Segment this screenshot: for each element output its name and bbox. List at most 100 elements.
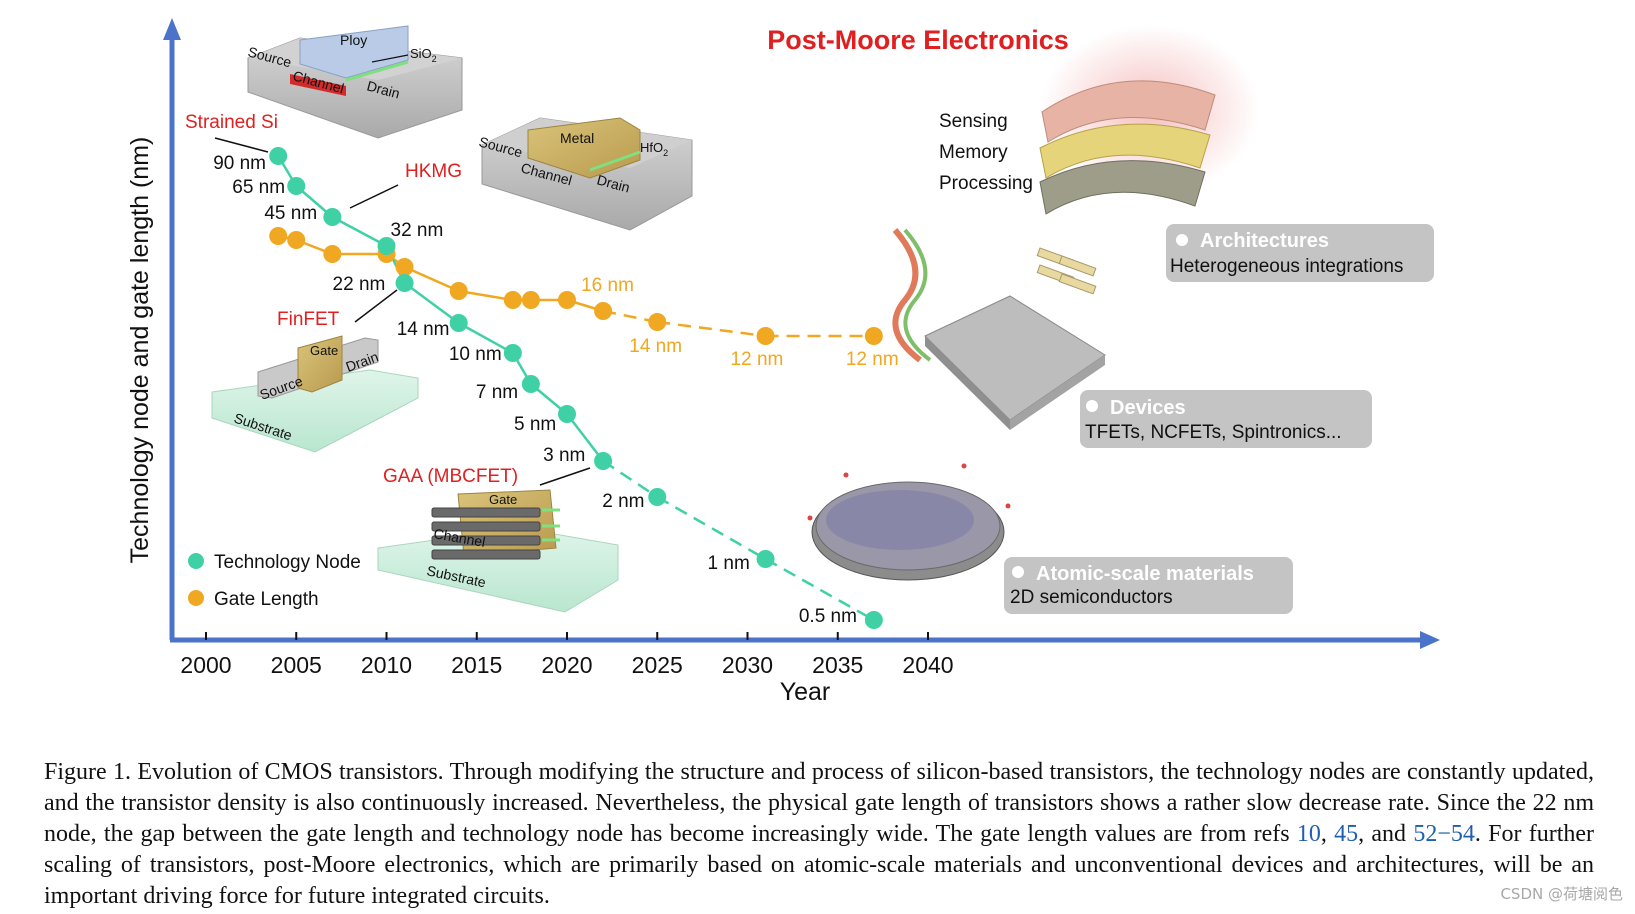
technology-node-segment	[403, 281, 460, 325]
finfet-illustration: Gate Drain Source Substrate	[211, 335, 419, 453]
technology-node-label: 10 nm	[449, 344, 502, 365]
gate-length-segment	[458, 289, 514, 302]
technology-node-point	[449, 314, 468, 332]
technology-node-label: 90 nm	[213, 153, 266, 174]
caption-ref-link[interactable]: 10	[1296, 821, 1321, 847]
watermark: CSDN @荷塘阅色	[1500, 885, 1623, 903]
technology-node-label: 45 nm	[264, 203, 317, 224]
technology-node-point	[648, 488, 667, 506]
caption-ref-link[interactable]: 52−54	[1413, 821, 1475, 847]
technology-node-segment	[458, 321, 514, 355]
gaa-illustration: Gate Channel Substrate	[377, 489, 619, 613]
series-points	[269, 147, 883, 629]
hkmg-metal-label: Metal	[560, 130, 594, 146]
x-tick-label: 2015	[451, 652, 502, 678]
caption-text: . For further scaling of transistors, po…	[44, 821, 1595, 909]
devices-box: Devices TFETs, NCFETs, Spintronics...	[1080, 390, 1372, 448]
chart-title: Post-Moore Electronics	[767, 25, 1069, 55]
legend-node-marker	[188, 553, 204, 569]
milestone-finfet: FinFET	[277, 309, 340, 330]
technology-node-label: 0.5 nm	[799, 606, 857, 627]
gate-length-label: 16 nm	[581, 275, 634, 296]
materials-box: Atomic-scale materials 2D semiconductors	[1004, 557, 1293, 614]
gate-length-point	[648, 313, 667, 331]
y-axis-label: Technology node and gate length (nm)	[126, 137, 154, 564]
milestone-hkmg: HKMG	[405, 161, 462, 182]
x-tick-label: 2035	[812, 652, 863, 678]
technology-node-point	[377, 237, 396, 255]
technology-node-point	[756, 550, 775, 568]
architectures-title: Architectures	[1200, 230, 1329, 252]
caption-ref-link[interactable]: 45	[1334, 821, 1359, 847]
legend-node-label: Technology Node	[214, 552, 361, 573]
x-tick-label: 2000	[180, 652, 231, 678]
gate-length-point	[323, 245, 342, 263]
technology-node-point	[864, 611, 883, 629]
milestone-pointer	[349, 184, 399, 209]
technology-node-point	[503, 344, 522, 362]
gate-length-label: 12 nm	[731, 349, 784, 370]
milestone-strained-si: Strained Si	[185, 112, 278, 133]
gate-length-point	[521, 291, 540, 309]
technology-node-label: 2 nm	[602, 491, 644, 512]
technology-node-point	[558, 405, 576, 423]
technology-node-label: 7 nm	[476, 382, 518, 403]
hkmg-transistor-illustration: Metal Source Channel Drain HfO2	[477, 117, 693, 231]
architectures-box: Architectures Heterogeneous integrations	[1166, 224, 1434, 282]
technology-node-label: 22 nm	[333, 274, 386, 295]
technology-node-segment	[331, 215, 388, 248]
gate-length-point	[503, 291, 522, 309]
stack-label-sensing: Sensing	[939, 111, 1008, 132]
x-tick-label: 2020	[541, 652, 592, 678]
stack-label-memory: Memory	[939, 142, 1008, 163]
x-tick-label: 2005	[271, 652, 322, 678]
devices-desc: TFETs, NCFETs, Spintronics...	[1085, 422, 1342, 443]
milestone-pointer	[214, 137, 269, 153]
technology-node-label: 3 nm	[543, 445, 585, 466]
gate-length-point	[558, 291, 576, 309]
milestone-gaa: GAA (MBCFET)	[383, 466, 518, 487]
planar-transistor-illustration: Ploy Source Channel Drain SiO2	[246, 25, 463, 139]
x-axis-arrow	[1420, 631, 1440, 649]
x-ticks: 2000 2005 2010 2015 2020 2025 2030 2035 2040	[180, 632, 954, 678]
gate-length-point	[269, 227, 288, 245]
finfet-gate-label: Gate	[310, 343, 338, 358]
stack-label-processing: Processing	[939, 173, 1033, 194]
caption-separator: , and	[1358, 821, 1414, 847]
technology-node-point	[269, 147, 288, 165]
x-tick-label: 2040	[902, 652, 953, 678]
technology-node-label: 32 nm	[391, 220, 444, 241]
caption-text: Figure 1. Evolution of CMOS transistors.…	[44, 759, 1594, 847]
x-tick-label: 2010	[361, 652, 412, 678]
y-axis-arrow	[163, 18, 181, 40]
stacked-architecture-illustration: Sensing Memory Processing	[939, 25, 1260, 215]
technology-node-point	[395, 274, 414, 292]
technology-node-segment	[602, 459, 658, 499]
milestone-pointer	[354, 289, 398, 323]
legend-gate-label: Gate Length	[214, 589, 319, 610]
point-labels: 90 nm 65 nm 45 nm 32 nm 22 nm 14 nm 10 nm 7 nm 5…	[213, 153, 898, 627]
planar-poly-label: Ploy	[340, 32, 367, 48]
technology-node-point	[594, 452, 613, 470]
milestone-pointer	[539, 467, 591, 486]
gate-length-segment	[657, 320, 766, 338]
materials-desc: 2D semiconductors	[1010, 587, 1173, 608]
technology-node-label: 1 nm	[708, 553, 750, 574]
gate-length-point	[756, 327, 775, 345]
x-tick-label: 2025	[632, 652, 683, 678]
gate-length-point	[449, 282, 468, 300]
technology-node-point	[287, 177, 306, 195]
x-axis-label: Year	[780, 678, 831, 706]
technology-node-point	[521, 375, 540, 393]
technology-node-segment	[566, 413, 605, 462]
x-tick-label: 2030	[722, 652, 773, 678]
technology-node-point	[323, 208, 342, 226]
wafer-illustration	[807, 463, 1011, 581]
gate-length-label: 12 nm	[846, 349, 899, 370]
hkmg-oxide-label: HfO2	[640, 140, 668, 158]
devices-title: Devices	[1110, 397, 1186, 419]
gaa-gate-label: Gate	[489, 492, 517, 507]
technology-node-label: 5 nm	[514, 414, 556, 435]
architectures-desc: Heterogeneous integrations	[1170, 256, 1403, 277]
gate-length-point	[864, 327, 883, 345]
